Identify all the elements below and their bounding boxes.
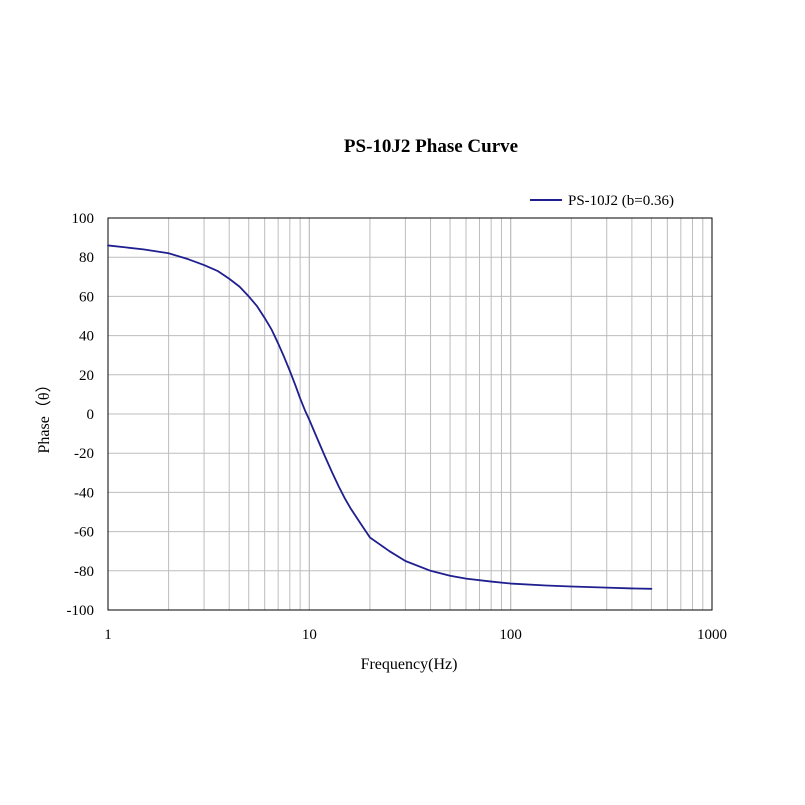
plot-frame: [107, 217, 713, 611]
y-tick-label: 80: [79, 250, 94, 266]
x-tick-label: 1: [104, 627, 112, 643]
x-axis-label: Frequency(Hz): [361, 656, 458, 673]
y-tick-label: 100: [72, 211, 95, 227]
series-layer: [107, 244, 653, 590]
grid: [108, 218, 712, 610]
y-tick-label: -40: [74, 485, 94, 501]
y-tick-label: 0: [87, 407, 95, 423]
y-tick-label: -80: [74, 564, 94, 580]
y-tick-label: -20: [74, 446, 94, 462]
y-tick-label: -100: [67, 603, 95, 619]
y-tick-label: 60: [79, 289, 94, 305]
y-tick-labels: 100 80 60 40 20 0 -20 -40 -60 -80 -100: [67, 211, 95, 619]
x-tick-label: 1000: [697, 627, 727, 643]
legend: PS-10J2 (b=0.36): [530, 193, 674, 209]
series-line-0: [107, 244, 653, 590]
x-tick-label: 10: [302, 627, 317, 643]
y-tick-label: -60: [74, 525, 94, 541]
legend-label: PS-10J2 (b=0.36): [568, 193, 674, 209]
y-tick-label: 20: [79, 368, 94, 384]
x-tick-labels: 1 10 100 1000: [104, 627, 727, 643]
x-tick-label: 100: [499, 627, 522, 643]
y-axis-label: Phase（θ）: [35, 377, 53, 454]
chart-title: PS-10J2 Phase Curve: [344, 136, 518, 157]
y-tick-label: 40: [79, 329, 94, 345]
